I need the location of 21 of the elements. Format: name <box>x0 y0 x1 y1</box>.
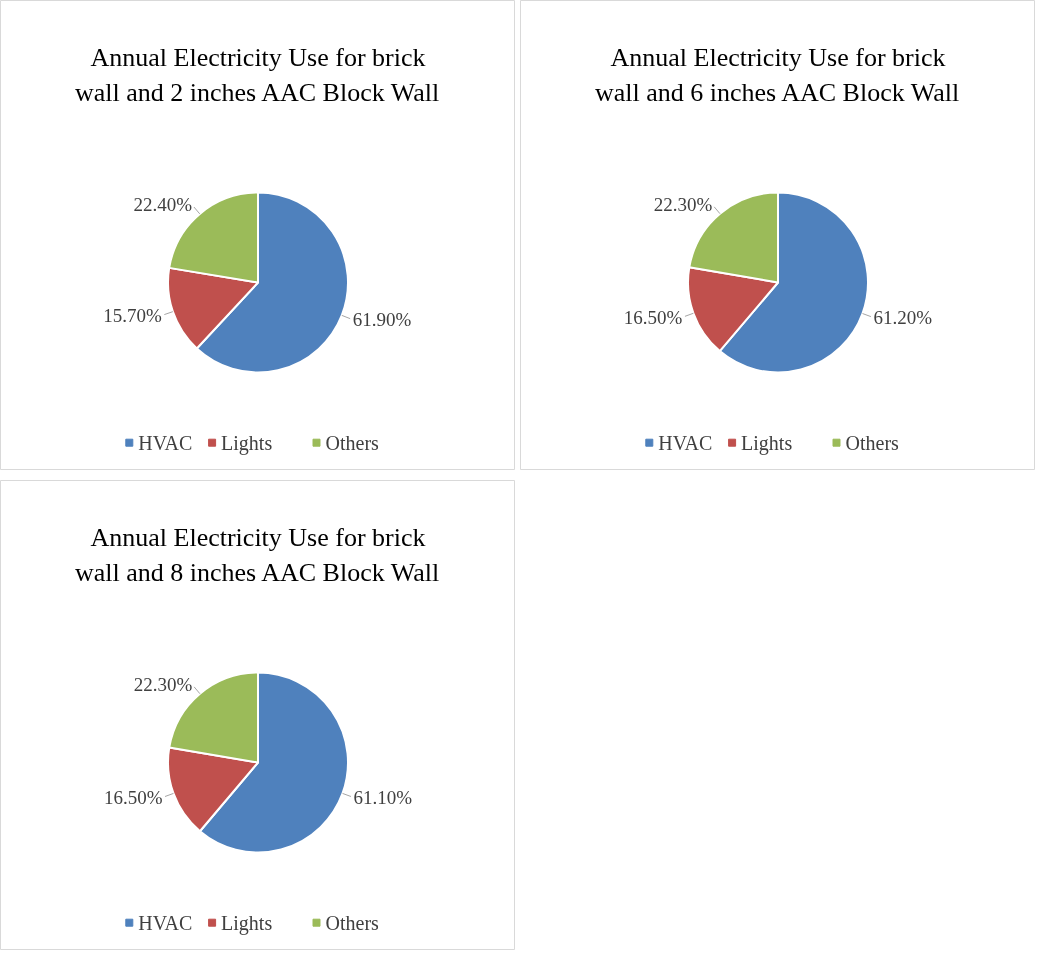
legend-label: HVAC <box>658 431 713 454</box>
legend-label: HVAC <box>138 431 193 454</box>
data-label: 22.40% <box>133 194 193 216</box>
data-label: 22.30% <box>133 674 193 696</box>
data-label: 61.10% <box>353 786 413 808</box>
legend-label: Lights <box>741 431 793 455</box>
legend-label: Lights <box>221 431 273 455</box>
legend-label: Others <box>845 431 900 454</box>
chart-title: Annual Electricity Use for brick wall and 6 inches AAC Block Wall <box>594 43 960 108</box>
legend-label: Lights <box>221 911 273 935</box>
legend-label: Others <box>325 911 380 934</box>
data-label: 16.50% <box>103 786 163 808</box>
legend-label: Others <box>325 431 380 454</box>
data-label: 22.30% <box>653 194 713 216</box>
data-label: 15.70% <box>103 304 162 326</box>
data-label: 61.90% <box>352 309 412 331</box>
chart-title: Annual Electricity Use for brick wall and 8 inches AAC Block Wall <box>74 523 440 588</box>
data-label: 16.50% <box>623 306 683 328</box>
chart-title: Annual Electricity Use for brick wall and 2 inches AAC Block Wall <box>74 43 440 108</box>
data-label: 61.20% <box>873 307 933 329</box>
legend-label: HVAC <box>138 911 193 934</box>
